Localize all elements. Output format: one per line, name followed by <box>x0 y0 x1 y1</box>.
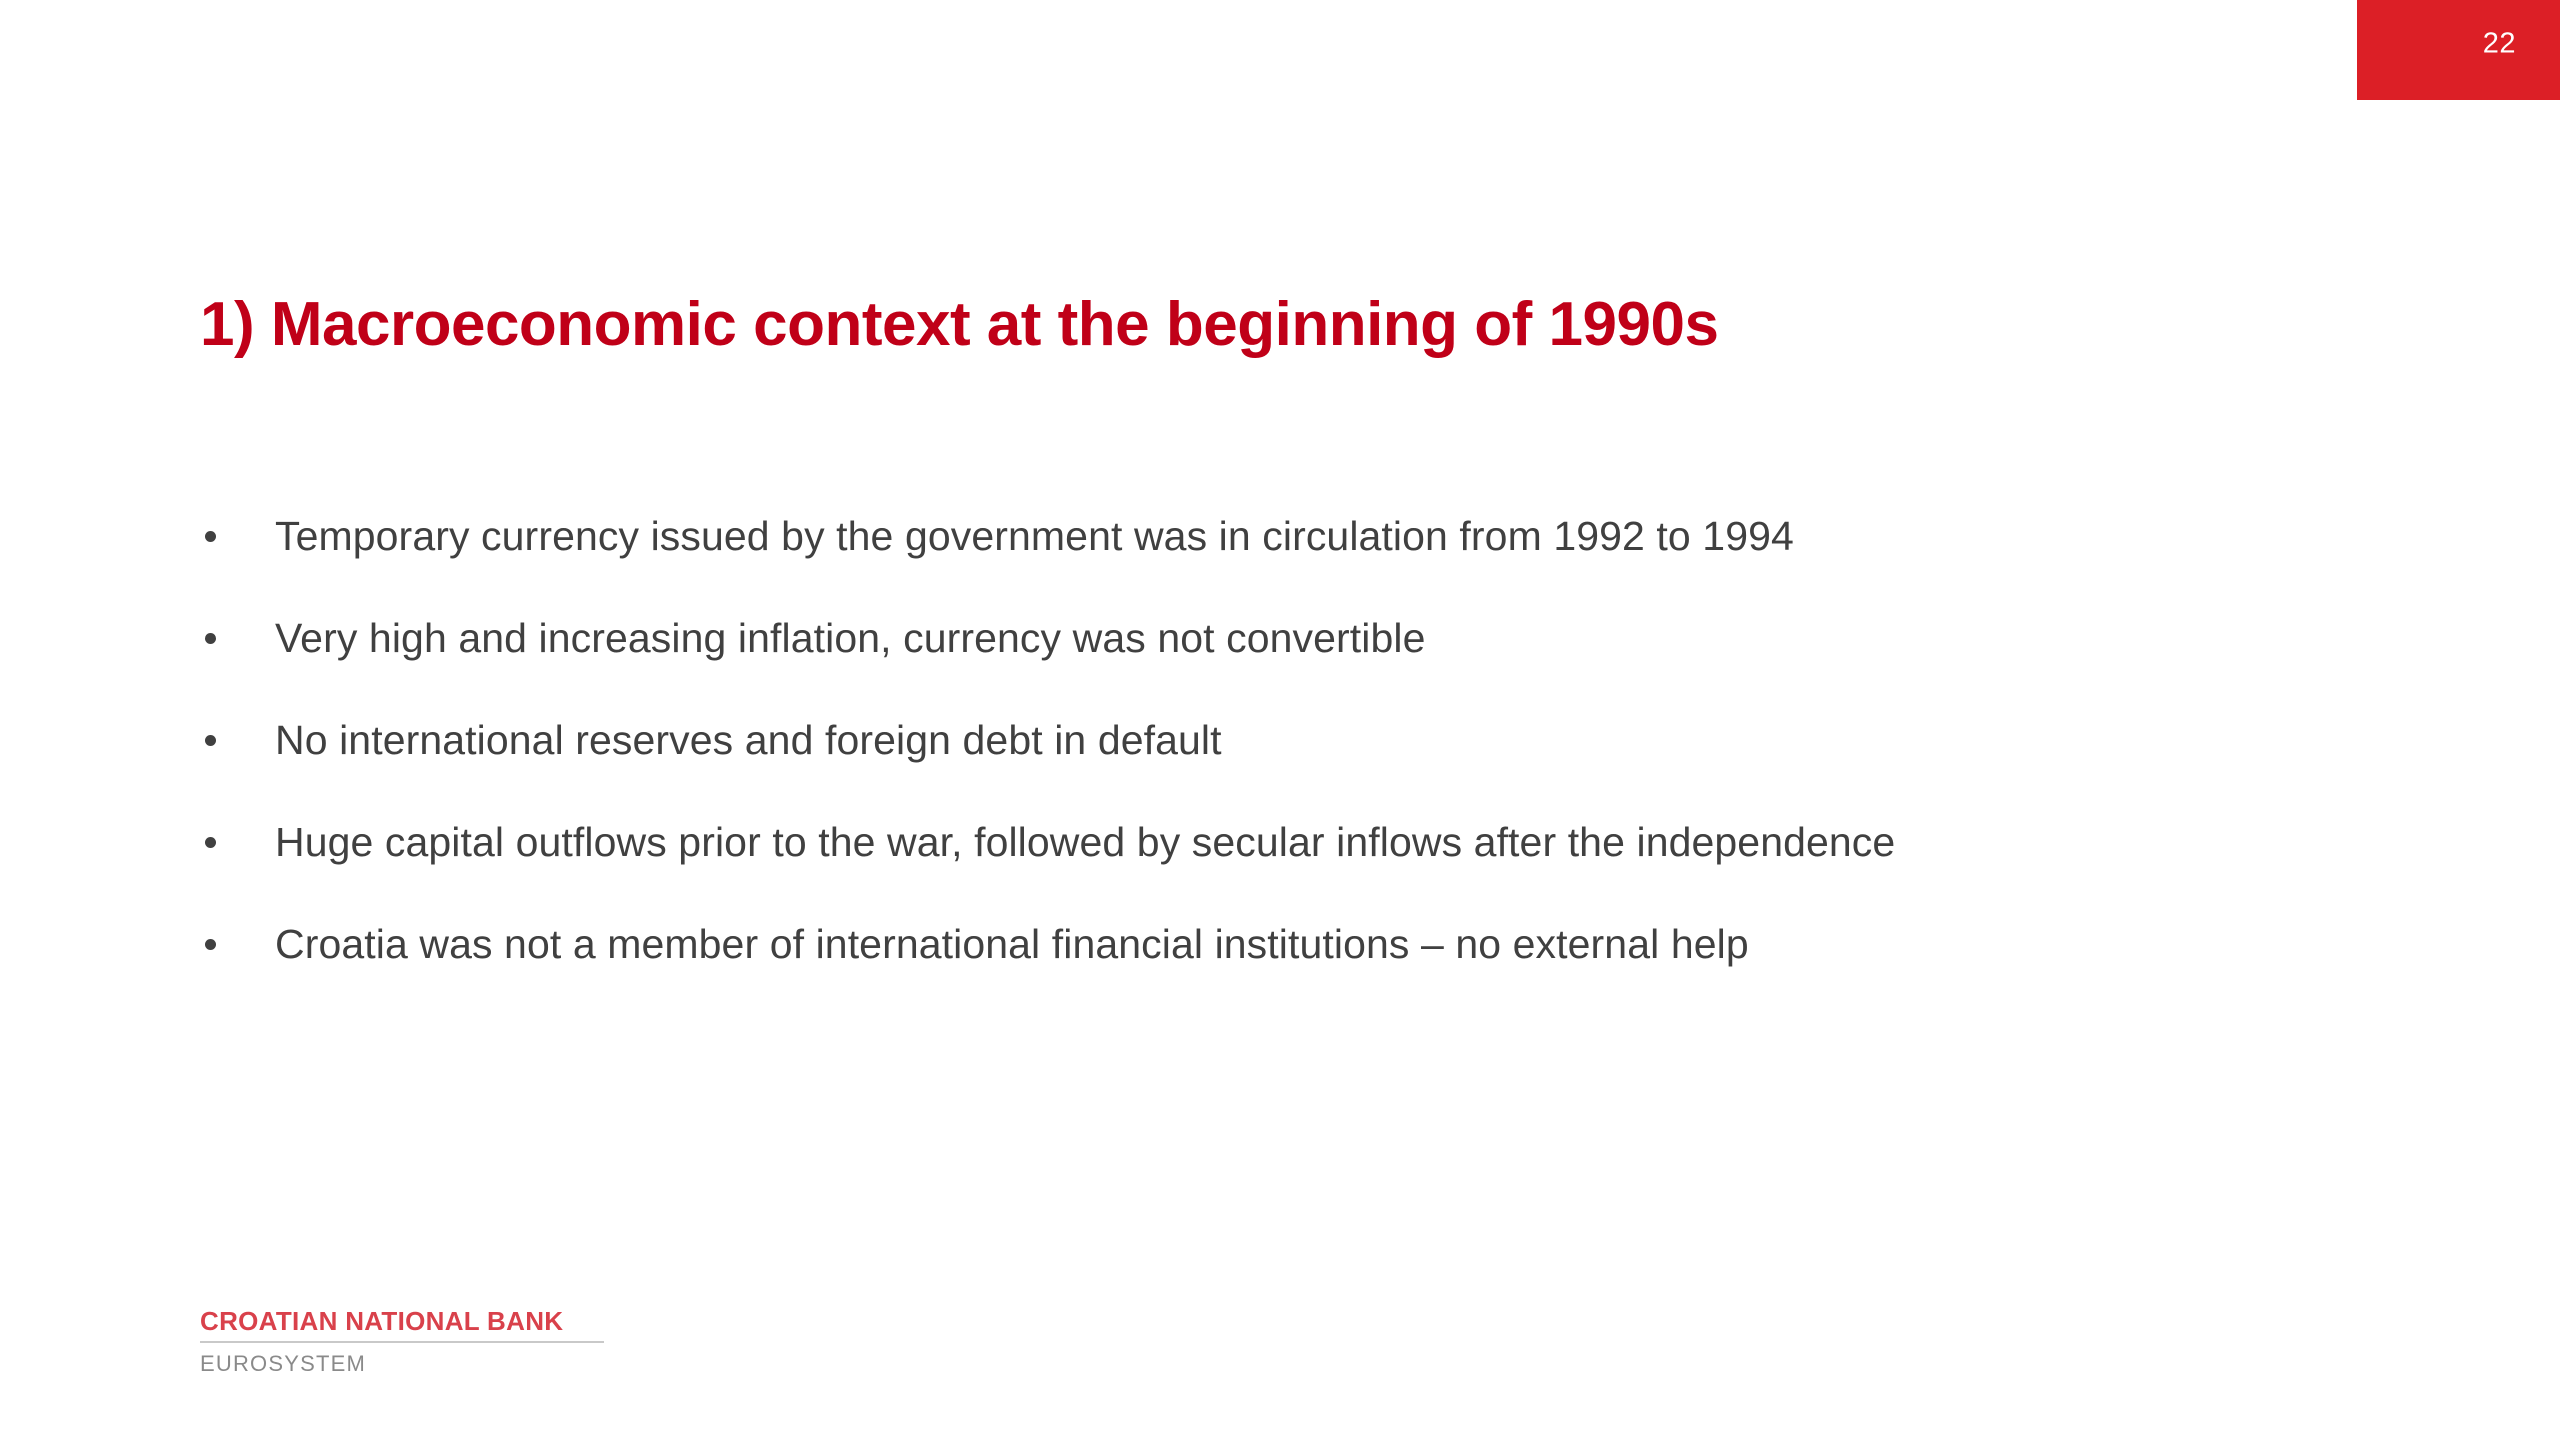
bullet-item: Croatia was not a member of internationa… <box>200 920 2400 978</box>
bullet-list: Temporary currency issued by the governm… <box>200 512 2400 978</box>
bullet-text: Very high and increasing inflation, curr… <box>275 615 1426 661</box>
bullet-text: Huge capital outflows prior to the war, … <box>275 819 1896 865</box>
bullet-item: Huge capital outflows prior to the war, … <box>200 818 2400 876</box>
bullet-dot-icon <box>205 735 216 746</box>
bullet-dot-icon <box>205 531 216 542</box>
footer-logo: CROATIAN NATIONAL BANK EUROSYSTEM <box>200 1307 604 1376</box>
logo-divider <box>200 1340 604 1343</box>
bullet-text: No international reserves and foreign de… <box>275 717 1222 763</box>
bullet-text: Temporary currency issued by the governm… <box>275 513 1794 559</box>
bullet-dot-icon <box>205 939 216 950</box>
bullet-item: Temporary currency issued by the governm… <box>200 512 2400 570</box>
slide-title: 1) Macroeconomic context at the beginnin… <box>200 289 1719 359</box>
logo-organization-name: CROATIAN NATIONAL BANK <box>200 1306 564 1336</box>
logo-subtitle: EUROSYSTEM <box>200 1350 367 1376</box>
page-number: 22 <box>2482 27 2516 60</box>
bullet-item: No international reserves and foreign de… <box>200 716 2400 774</box>
bullet-item: Very high and increasing inflation, curr… <box>200 614 2400 672</box>
bullet-dot-icon <box>205 633 216 644</box>
bullet-text: Croatia was not a member of internationa… <box>275 921 1749 967</box>
bullet-dot-icon <box>205 837 216 848</box>
page-number-banner: 22 <box>2357 0 2560 100</box>
